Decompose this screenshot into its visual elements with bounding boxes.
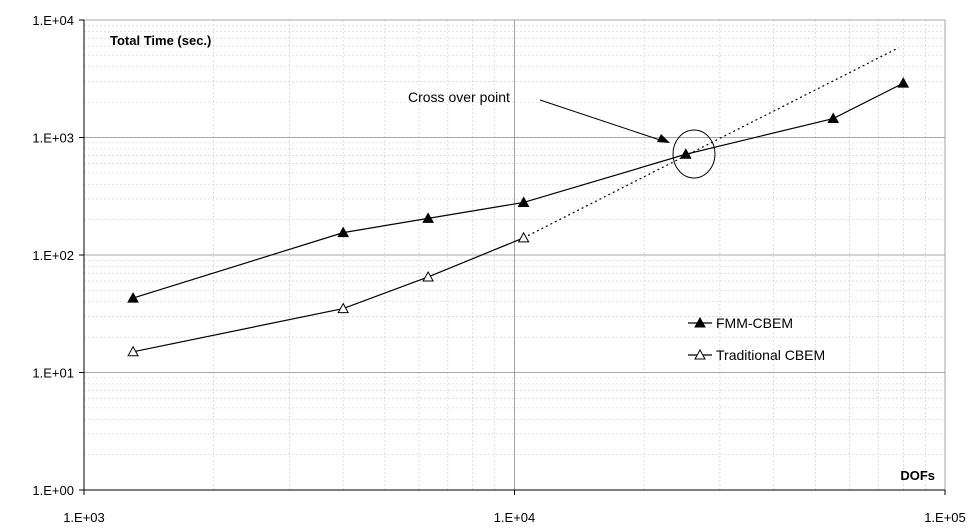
y-tick-label: 1.E+02 — [32, 248, 74, 263]
data-point — [337, 226, 350, 238]
data-point — [422, 212, 434, 223]
tick-labels: 1.E+00 1.E+01 1.E+02 1.E+03 1.E+04 1.E+03 1.E+… — [32, 13, 965, 525]
data-point — [517, 231, 530, 243]
y-tick-label: 1.E+01 — [32, 366, 74, 381]
data-point — [127, 292, 139, 303]
series-fmm-cbem — [127, 77, 910, 303]
y-tick-label: 1.E+04 — [32, 13, 74, 28]
data-point — [827, 112, 840, 124]
data-point — [679, 148, 692, 159]
y-axis-title: Total Time (sec.) — [110, 33, 211, 48]
data-point — [422, 270, 434, 282]
crossover-circle — [672, 129, 716, 179]
series-layer — [127, 47, 910, 357]
legend-marker — [694, 348, 706, 360]
data-point — [517, 196, 530, 207]
annotation-arrowhead — [657, 134, 670, 143]
data-point — [127, 345, 139, 357]
extrapolation-line — [523, 47, 899, 239]
legend: FMM-CBEM Traditional CBEM — [688, 315, 825, 363]
legend-label: Traditional CBEM — [716, 347, 825, 363]
legend-label: FMM-CBEM — [716, 315, 793, 331]
y-tick-label: 1.E+03 — [32, 131, 74, 146]
series-traditional-cbem — [127, 47, 899, 357]
annotation-text: Cross over point — [408, 89, 510, 105]
data-point — [337, 302, 350, 314]
annotation-arrow-line — [539, 99, 661, 141]
x-tick-label: 1.E+03 — [63, 510, 105, 525]
data-point — [897, 77, 910, 88]
y-tick-label: 1.E+00 — [32, 483, 74, 498]
annotation-layer: Cross over point — [408, 89, 716, 179]
x-tick-label: 1.E+05 — [924, 510, 966, 525]
axes — [79, 19, 946, 495]
x-axis-title: DOFs — [900, 468, 935, 483]
series-line — [132, 237, 524, 353]
legend-marker — [694, 316, 706, 328]
x-tick-label: 1.E+04 — [494, 510, 536, 525]
